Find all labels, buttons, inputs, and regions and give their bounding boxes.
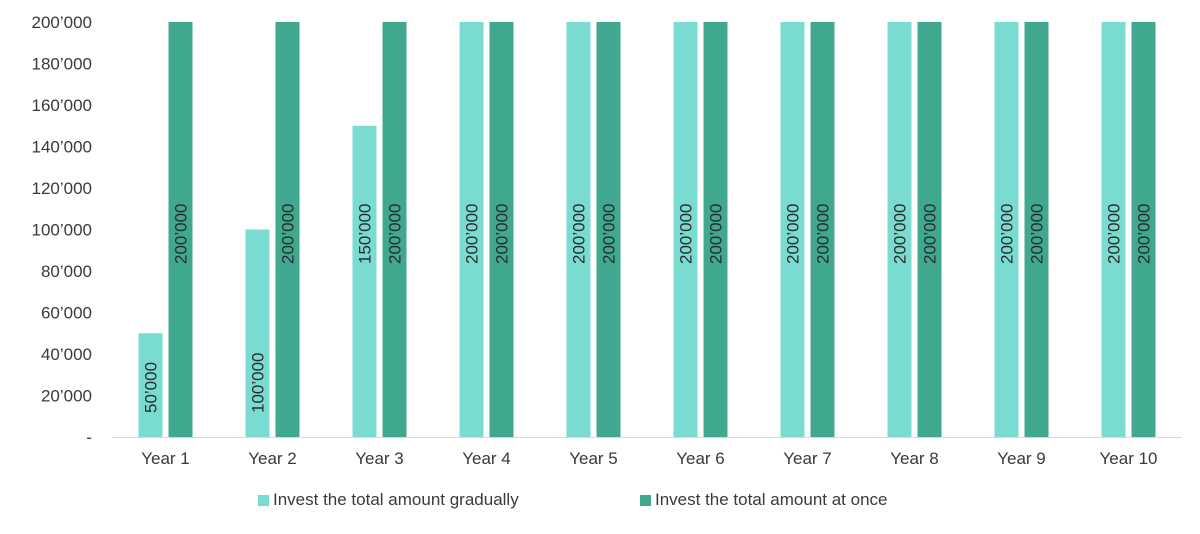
legend-swatch-at-once (640, 494, 651, 506)
data-label: 200’000 (172, 203, 191, 264)
bar-gradual (1101, 22, 1126, 437)
data-label: 200’000 (1105, 203, 1124, 264)
y-tick-label: - (86, 428, 92, 447)
data-label: 200’000 (814, 203, 833, 264)
bar-at-once (703, 22, 728, 437)
legend-label-at-once: Invest the total amount at once (655, 490, 888, 509)
y-tick-label: 60’000 (41, 304, 92, 323)
bar-gradual (566, 22, 591, 437)
bar-at-once (596, 22, 621, 437)
bar-gradual (352, 125, 377, 437)
bar-at-once (275, 22, 300, 437)
bar-gradual (138, 333, 163, 437)
data-label: 200’000 (493, 203, 512, 264)
y-tick-label: 140’000 (31, 138, 92, 157)
data-label: 200’000 (784, 203, 803, 264)
data-label: 200’000 (386, 203, 405, 264)
x-tick-label: Year 4 (462, 449, 511, 468)
data-label: 200’000 (1135, 203, 1154, 264)
x-tick-label: Year 1 (141, 449, 190, 468)
bar-at-once (489, 22, 514, 437)
y-axis: - 20’000 40’000 60’000 80’000 100’000 120’000 1… (31, 13, 92, 447)
data-label: 200’000 (600, 203, 619, 264)
data-label: 200’000 (891, 203, 910, 264)
y-tick-label: 80’000 (41, 262, 92, 281)
data-labels: 50’000 200’000 100’000 200’000 150’000 200’00… (142, 203, 1154, 413)
y-tick-label: 40’000 (41, 345, 92, 364)
legend-item-at-once: Invest the total amount at once (640, 490, 887, 510)
y-tick-label: 160’000 (31, 96, 92, 115)
bar-at-once (168, 22, 193, 437)
y-tick-label: 100’000 (31, 221, 92, 240)
y-tick-label: 20’000 (41, 387, 92, 406)
y-tick-label: 180’000 (31, 55, 92, 74)
bar-at-once (1131, 22, 1156, 437)
bar-gradual (673, 22, 698, 437)
x-tick-label: Year 10 (1100, 449, 1158, 468)
data-label: 200’000 (998, 203, 1017, 264)
data-label: 200’000 (570, 203, 589, 264)
bar-gradual (780, 22, 805, 437)
x-tick-label: Year 8 (890, 449, 939, 468)
data-label: 200’000 (1028, 203, 1047, 264)
x-tick-label: Year 2 (248, 449, 297, 468)
legend-item-gradual: Invest the total amount gradually (258, 490, 519, 510)
x-tick-label: Year 6 (676, 449, 725, 468)
x-tick-label: Year 7 (783, 449, 832, 468)
legend-swatch-gradual (258, 494, 269, 506)
legend: Invest the total amount gradually Invest… (0, 490, 1200, 516)
data-label: 200’000 (921, 203, 940, 264)
bar-gradual (887, 22, 912, 437)
bar-gradual (994, 22, 1019, 437)
bar-gradual (245, 229, 270, 437)
bars (138, 22, 1156, 437)
data-label: 200’000 (279, 203, 298, 264)
data-label: 50’000 (142, 362, 161, 413)
x-tick-label: Year 3 (355, 449, 404, 468)
y-tick-label: 120’000 (31, 179, 92, 198)
data-label: 100’000 (249, 352, 268, 413)
bar-at-once (382, 22, 407, 437)
x-tick-label: Year 9 (997, 449, 1046, 468)
bar-at-once (1024, 22, 1049, 437)
y-tick-label: 200’000 (31, 13, 92, 32)
bar-at-once (810, 22, 835, 437)
x-tick-label: Year 5 (569, 449, 618, 468)
data-label: 150’000 (356, 203, 375, 264)
data-label: 200’000 (677, 203, 696, 264)
bar-gradual (459, 22, 484, 437)
data-label: 200’000 (707, 203, 726, 264)
bar-at-once (917, 22, 942, 437)
legend-label-gradual: Invest the total amount gradually (273, 490, 519, 509)
data-label: 200’000 (463, 203, 482, 264)
x-axis: Year 1 Year 2 Year 3 Year 4 Year 5 Year 6 Year… (141, 449, 1157, 468)
